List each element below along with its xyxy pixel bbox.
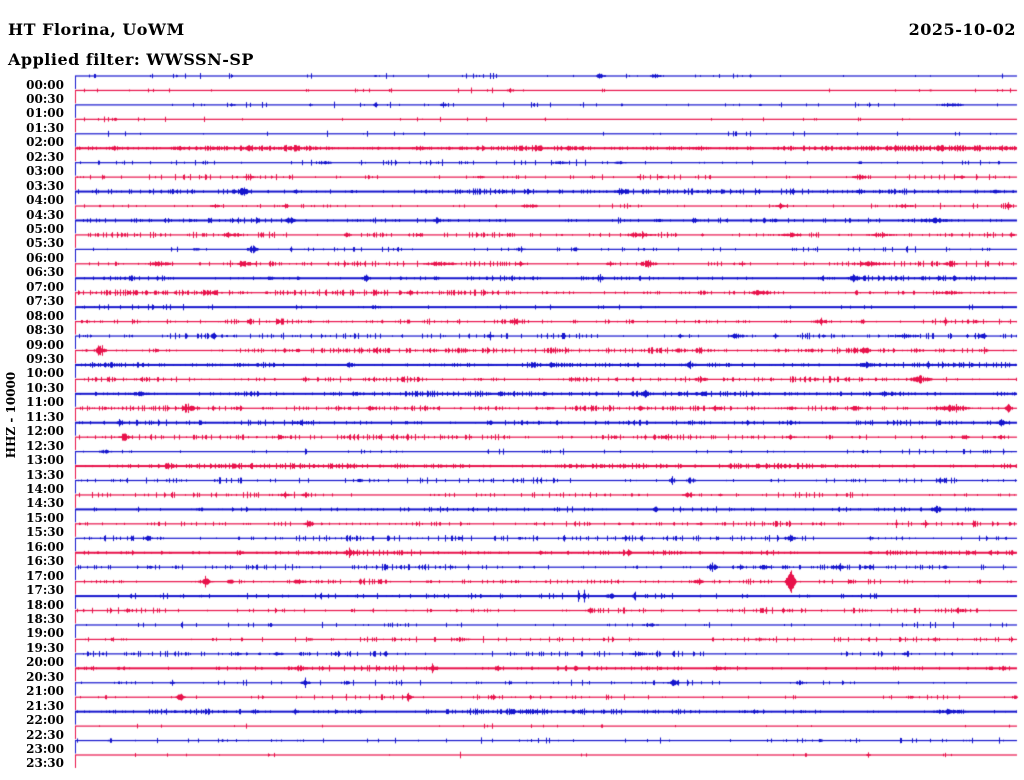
time-label-0100: 01:00	[26, 106, 64, 121]
time-label-2100: 21:00	[26, 684, 64, 699]
time-label-0730: 07:30	[26, 294, 64, 309]
time-label-0700: 07:00	[26, 279, 64, 294]
time-label-0630: 06:30	[26, 265, 64, 280]
time-label-2330: 23:30	[26, 756, 64, 771]
time-label-0430: 04:30	[26, 207, 64, 222]
time-label-1430: 14:30	[26, 496, 64, 511]
time-label-0900: 09:00	[26, 337, 64, 352]
time-label-1800: 18:00	[26, 597, 64, 612]
time-label-1130: 11:30	[26, 409, 64, 424]
time-label-0530: 05:30	[26, 236, 64, 251]
time-label-1630: 16:30	[26, 554, 64, 569]
time-label-0800: 08:00	[26, 308, 64, 323]
time-label-0230: 02:30	[26, 149, 64, 164]
time-label-1930: 19:30	[26, 640, 64, 655]
time-label-0330: 03:30	[26, 178, 64, 193]
time-label-0030: 00:30	[26, 91, 64, 106]
time-label-2300: 23:00	[26, 742, 64, 757]
time-label-1000: 10:00	[26, 366, 64, 381]
time-label-1230: 12:30	[26, 438, 64, 453]
time-label-2130: 21:30	[26, 698, 64, 713]
time-label-0300: 03:00	[26, 164, 64, 179]
time-label-1830: 18:30	[26, 612, 64, 627]
time-label-1900: 19:00	[26, 626, 64, 641]
time-label-0130: 01:30	[26, 120, 64, 135]
time-label-1530: 15:30	[26, 525, 64, 540]
time-label-1400: 14:00	[26, 482, 64, 496]
time-label-0200: 02:00	[26, 135, 64, 150]
time-label-1600: 16:00	[26, 539, 64, 554]
time-label-0000: 00:00	[26, 77, 64, 92]
time-label-1730: 17:30	[26, 583, 64, 598]
time-label-1200: 12:00	[26, 424, 64, 439]
time-label-2230: 22:30	[26, 727, 64, 742]
time-label-0830: 08:30	[26, 323, 64, 338]
time-label-1100: 11:00	[26, 395, 64, 410]
time-label-2200: 22:00	[26, 713, 64, 728]
time-label-0500: 05:00	[26, 221, 64, 236]
time-label-1330: 13:30	[26, 467, 64, 482]
time-label-0930: 09:30	[26, 351, 64, 366]
time-label-0400: 04:00	[26, 193, 64, 208]
time-label-1500: 15:00	[26, 510, 64, 525]
time-label-2000: 20:00	[26, 655, 64, 670]
time-label-1700: 17:00	[26, 568, 64, 583]
time-label-1300: 13:00	[26, 453, 64, 468]
time-label-0600: 06:00	[26, 250, 64, 265]
time-label-2030: 20:30	[26, 669, 64, 684]
time-label-1030: 10:30	[26, 380, 64, 395]
